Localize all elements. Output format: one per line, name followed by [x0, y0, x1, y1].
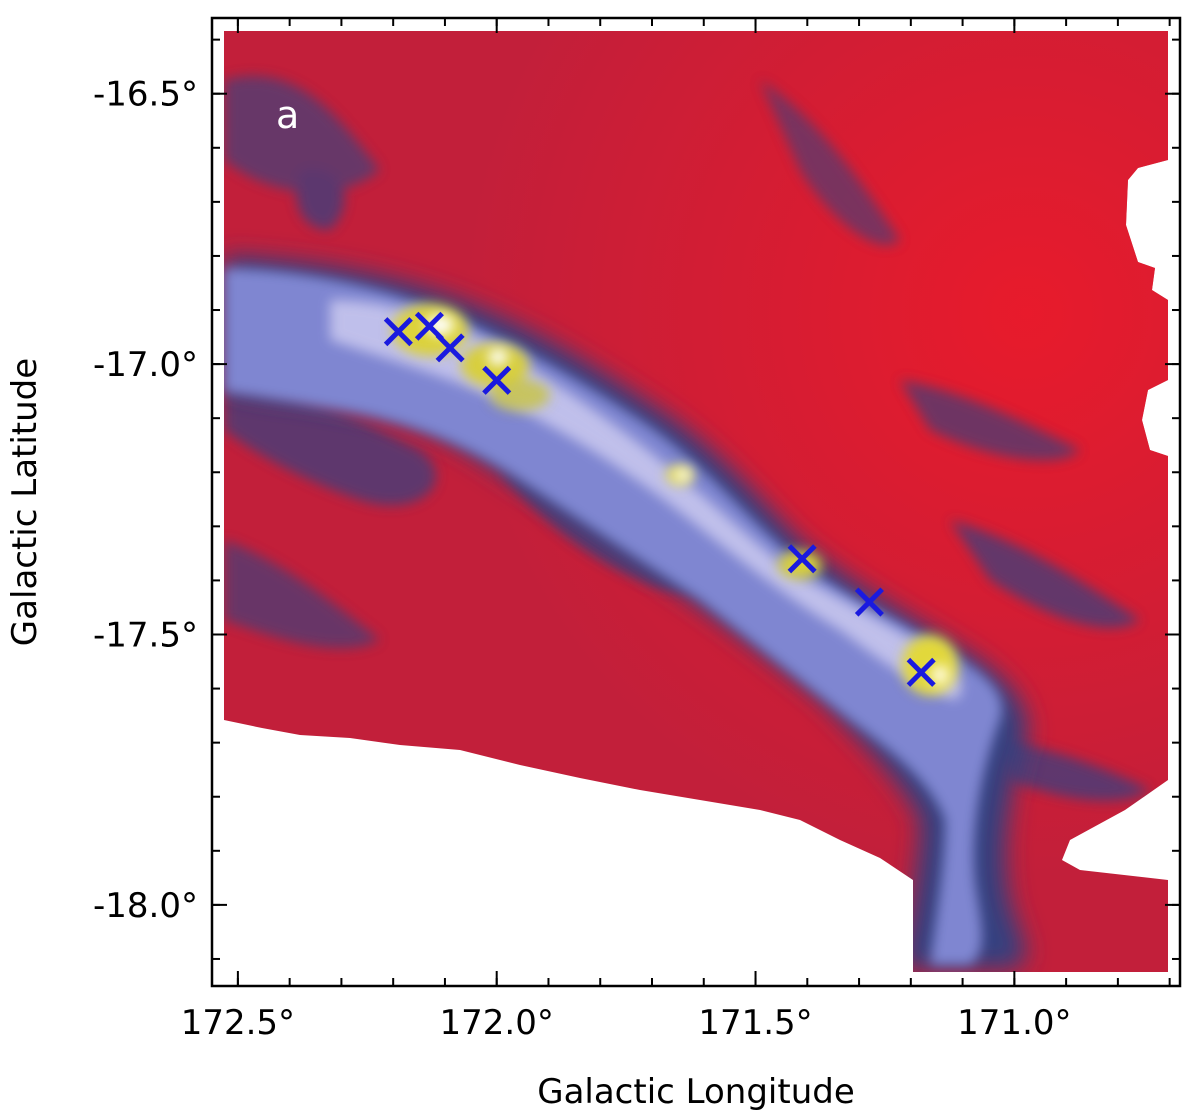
x-tick-label: 172.0°: [440, 1003, 554, 1043]
source-marker-x: [414, 311, 444, 341]
source-marker-x: [854, 587, 884, 617]
x-tick-label: 171.0°: [957, 1003, 1071, 1043]
source-marker-x: [787, 544, 817, 574]
source-marker-x: [435, 333, 465, 363]
y-axis-label: Galactic Latitude: [5, 358, 45, 646]
x-axis-label: Galactic Longitude: [537, 1072, 855, 1112]
y-tick-label: -17.0°: [93, 345, 198, 385]
panel-label: a: [276, 93, 299, 137]
source-marker-x: [383, 317, 413, 347]
y-tick-label: -17.5°: [93, 615, 198, 655]
axes-frame: [210, 16, 1182, 988]
x-tick-label: 172.5°: [181, 1003, 295, 1043]
y-tick-label: -18.0°: [93, 886, 198, 926]
y-tick-label: -16.5°: [93, 75, 198, 115]
axis-tick-labels: 172.5° 172.0° 171.5° 171.0° -16.5° -17.0° -17.…: [93, 75, 1072, 1043]
source-markers: [383, 311, 936, 687]
x-tick-label: 171.5°: [698, 1003, 812, 1043]
source-marker-x: [482, 365, 512, 395]
sky-map-image: [224, 31, 1168, 972]
source-marker-x: [906, 657, 936, 687]
axis-ticks: [212, 18, 1180, 986]
